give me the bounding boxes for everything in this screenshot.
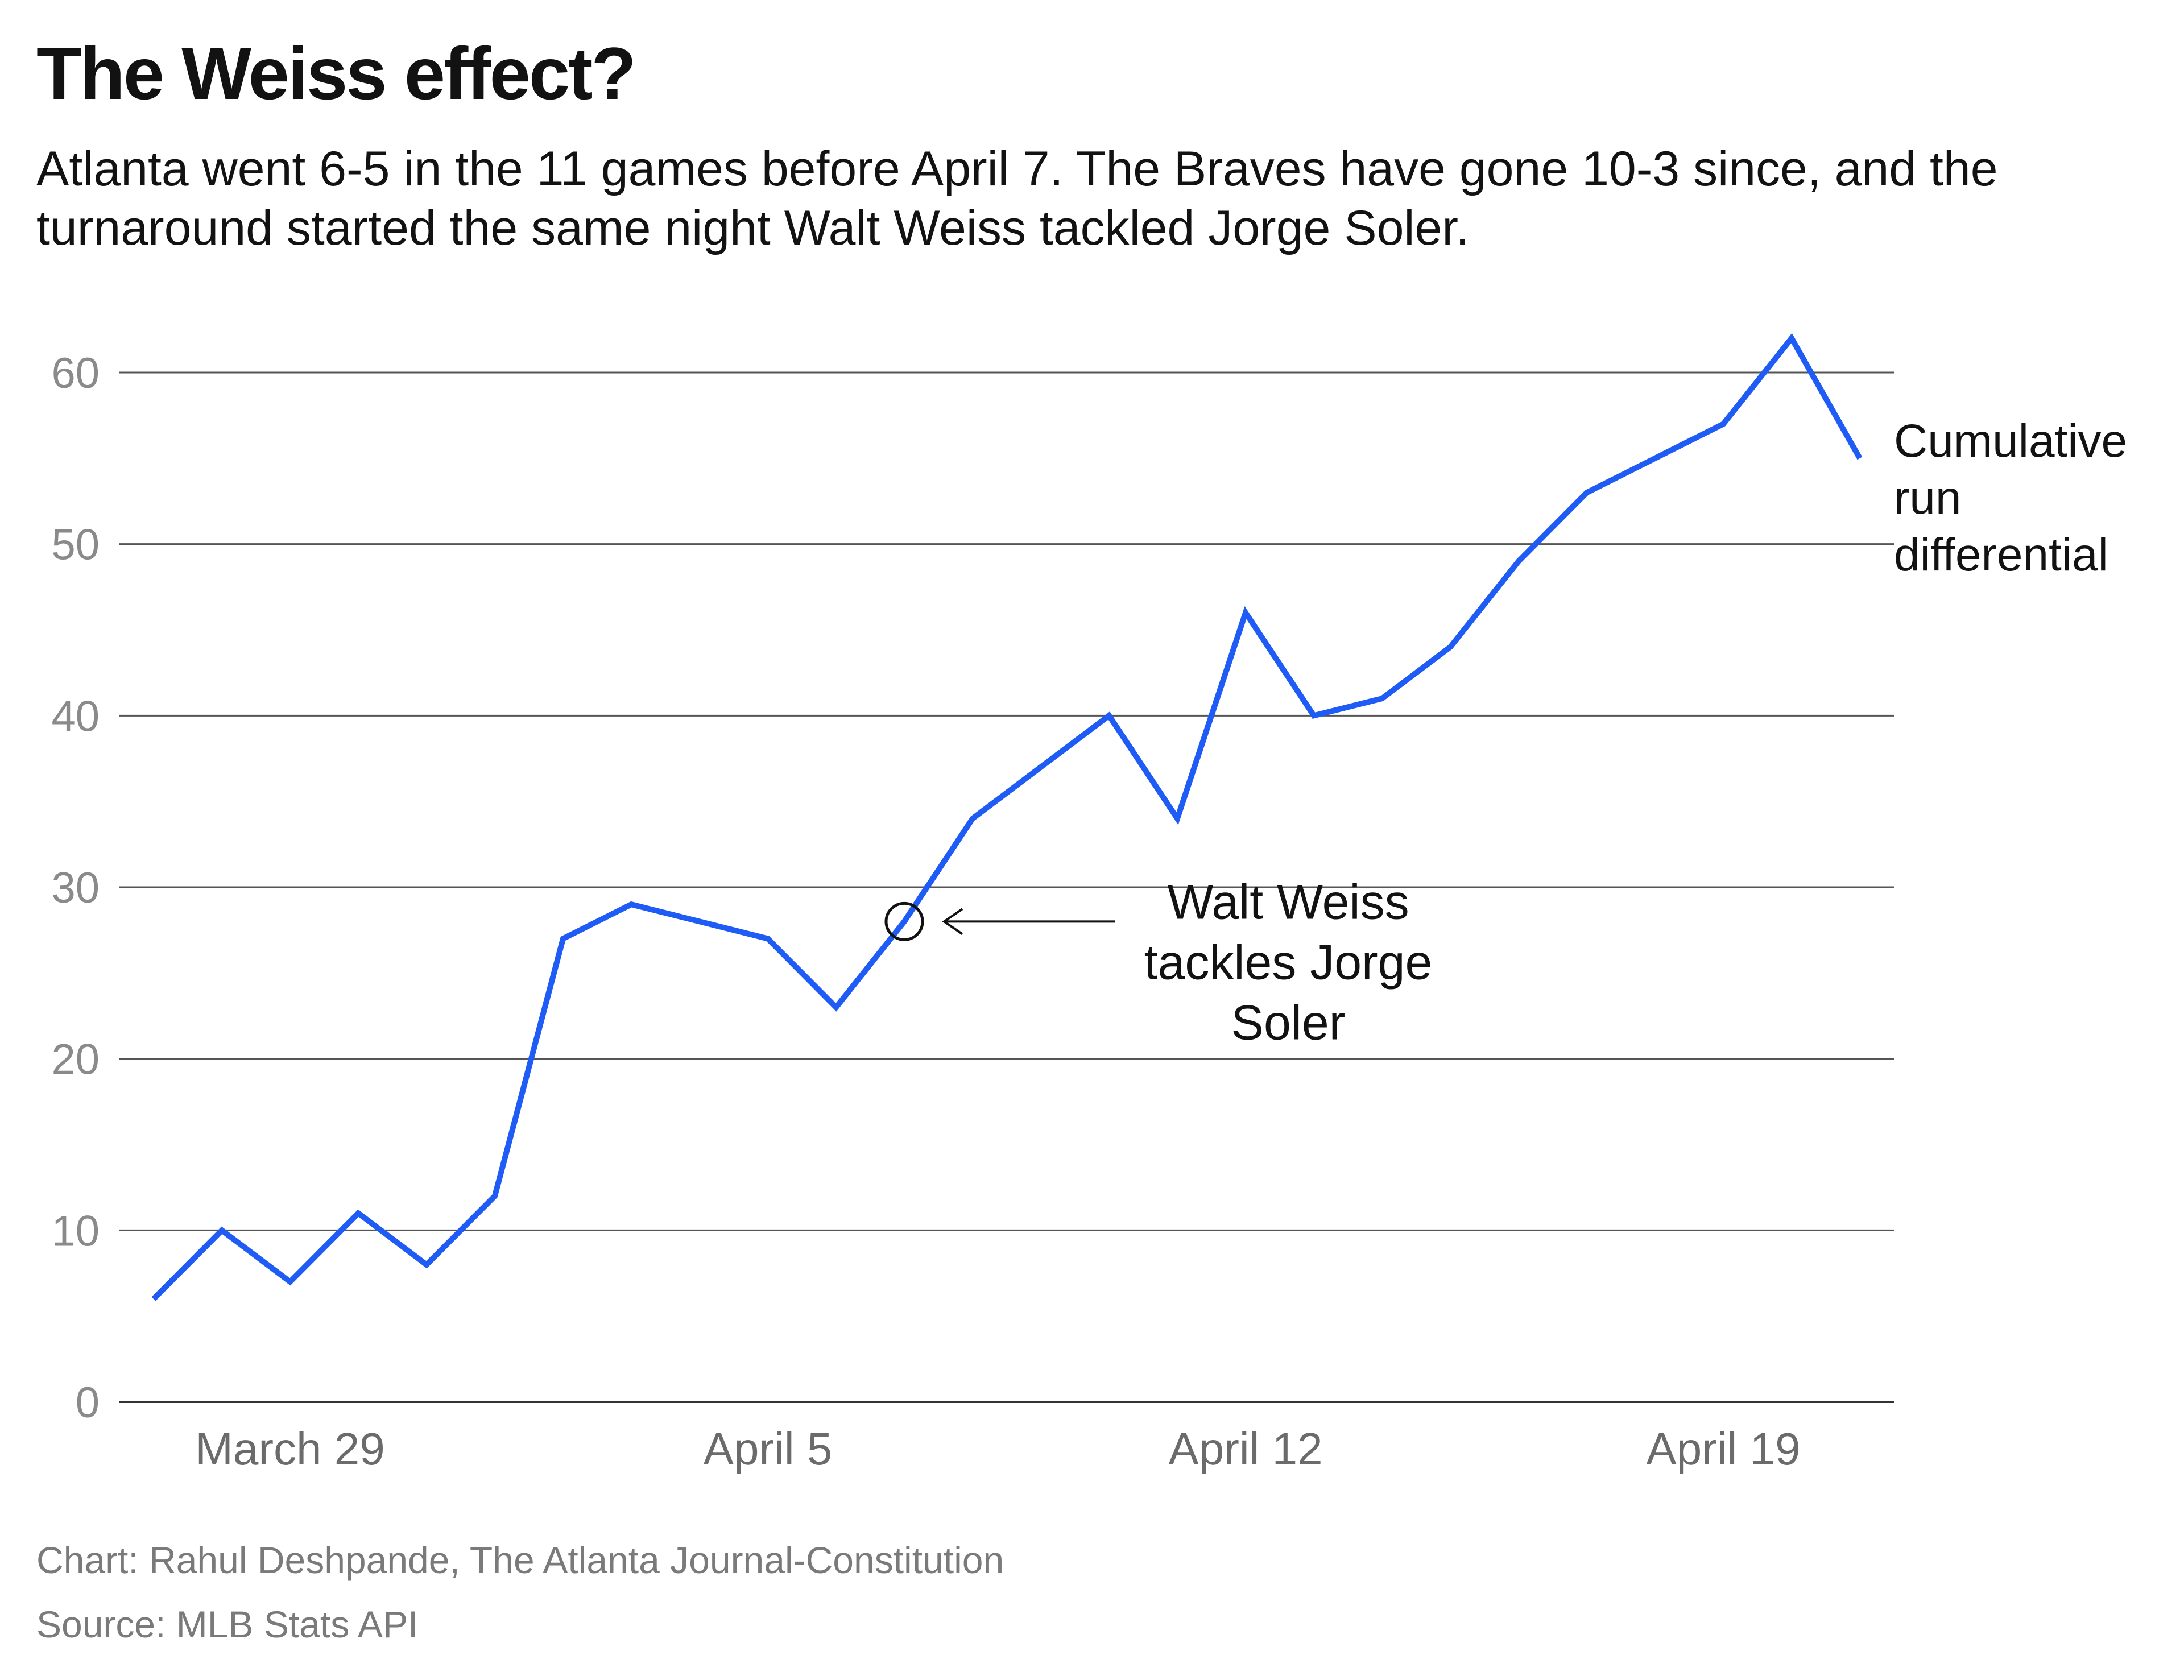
chart-credit: Chart: Rahul Deshpande, The Atlanta Jour… (36, 1539, 1004, 1581)
data-point (1037, 764, 1044, 771)
data-point (1106, 712, 1112, 719)
data-point (1856, 455, 1863, 462)
annotation-marker (884, 901, 924, 941)
data-point (1174, 815, 1181, 822)
data-point (1379, 695, 1385, 702)
series-label: Cumulative (1894, 415, 2127, 467)
data-point (1583, 489, 1590, 496)
y-tick-label-50: 50 (51, 521, 100, 569)
data-point (150, 1296, 157, 1302)
annotation-label: Soler (1231, 995, 1346, 1050)
data-point (1652, 455, 1658, 462)
chart-title: The Weiss effect? (36, 32, 636, 115)
y-tick-label-10: 10 (51, 1207, 100, 1255)
data-point (901, 918, 908, 925)
data-point (696, 918, 703, 925)
y-tick-label-60: 60 (51, 349, 100, 398)
data-point (1515, 558, 1522, 565)
data-point (287, 1278, 293, 1285)
x-tick-label: April 5 (704, 1424, 833, 1474)
annotation-label: tackles Jorge (1144, 935, 1433, 990)
x-tick-label: April 12 (1168, 1424, 1322, 1474)
data-point (764, 936, 771, 942)
data-point (491, 1193, 498, 1199)
data-point (560, 936, 566, 942)
y-tick-label-0: 0 (76, 1379, 100, 1427)
series-line-run-differential (151, 333, 1863, 1301)
y-tick-label-20: 20 (51, 1036, 100, 1084)
data-point (355, 1210, 362, 1216)
data-point (218, 1227, 225, 1234)
x-axis-ticks: March 29 April 5 April 12 April 19 (195, 1424, 1800, 1474)
y-axis-ticks: 0 10 20 30 40 50 60 (51, 349, 100, 1427)
y-tick-label-40: 40 (51, 692, 100, 740)
chart-subtitle: Atlanta went 6-5 in the 11 games before … (36, 142, 1998, 255)
data-point (969, 815, 976, 822)
data-point (1720, 421, 1727, 428)
x-tick-label: March 29 (195, 1424, 384, 1474)
data-point (833, 1004, 839, 1011)
annotation-arrowhead (942, 908, 963, 935)
data-point (628, 901, 635, 908)
data-point (1447, 644, 1454, 651)
data-point (1242, 609, 1249, 616)
data-point (1788, 335, 1795, 342)
x-tick-label: April 19 (1646, 1424, 1800, 1474)
annotation-label: Walt Weiss (1167, 875, 1409, 929)
data-source: Source: MLB Stats API (36, 1603, 419, 1645)
series-label: run (1894, 472, 1962, 524)
data-point (423, 1261, 430, 1268)
data-point (1310, 712, 1317, 719)
series-label: differential (1894, 529, 2108, 581)
y-tick-label-30: 30 (51, 864, 100, 912)
gridlines (119, 371, 1894, 1403)
